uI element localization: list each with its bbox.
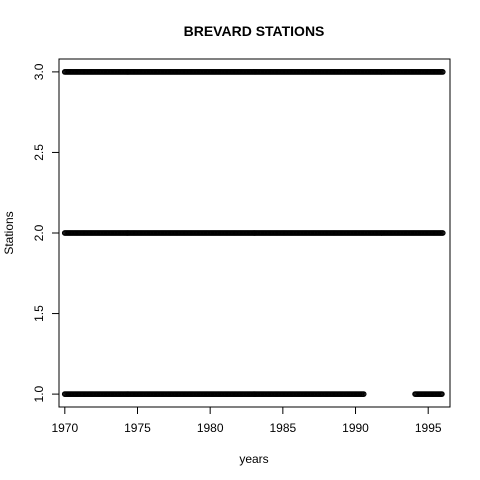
- data-point: [438, 391, 445, 398]
- series-2: [61, 230, 446, 236]
- x-tick-label: 1990: [342, 421, 369, 435]
- y-tick-label: 2.5: [32, 144, 46, 161]
- x-tick-label: 1995: [415, 421, 442, 435]
- y-tick-label: 1.5: [32, 305, 46, 322]
- data-point: [439, 230, 446, 236]
- y-axis-label: Stations: [2, 211, 16, 254]
- series-3: [61, 391, 445, 398]
- points-layer: [61, 68, 446, 398]
- x-tick-label: 1975: [124, 421, 151, 435]
- x-tick-label: 1985: [269, 421, 296, 435]
- chart-title: BREVARD STATIONS: [184, 23, 325, 39]
- y-tick-label: 3.0: [32, 63, 46, 80]
- y-axis: 1.0 1.5 2.0 2.5 3.0: [32, 63, 60, 402]
- y-tick-label: 1.0: [32, 385, 46, 402]
- x-tick-label: 1980: [197, 421, 224, 435]
- x-tick-label: 1970: [51, 421, 78, 435]
- data-point: [360, 391, 367, 398]
- series-1: [61, 68, 446, 75]
- x-axis-label: years: [239, 452, 268, 466]
- x-axis: 1970 1975 1980 1985 1990 1995: [51, 406, 442, 435]
- data-point: [439, 68, 446, 75]
- y-tick-label: 2.0: [32, 224, 46, 241]
